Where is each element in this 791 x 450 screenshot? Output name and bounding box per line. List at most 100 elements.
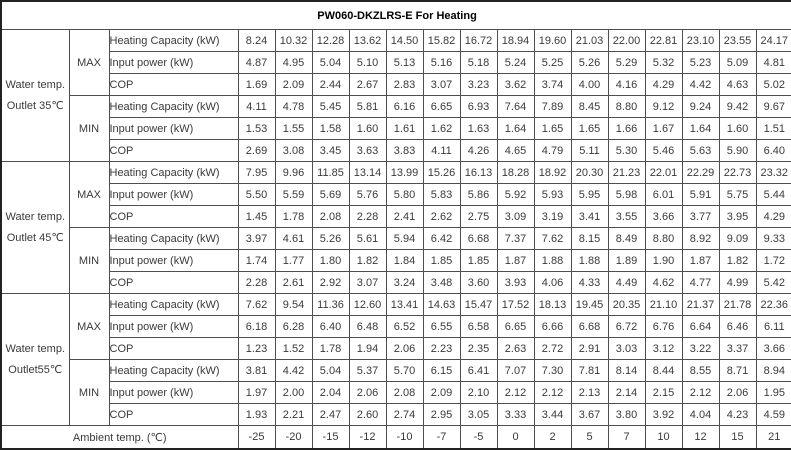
row-label-heating-capacity: Heating Capacity (kW) [108, 29, 239, 53]
value-cell: 8.80 [644, 227, 683, 251]
value-cell: 5.02 [755, 73, 791, 97]
value-cell: 5.24 [496, 51, 535, 75]
value-cell: 4.29 [644, 73, 683, 97]
value-cell: 5.59 [274, 183, 313, 207]
value-cell: 2 [533, 425, 572, 450]
value-cell: 5.26 [311, 227, 350, 251]
value-cell: 4.23 [718, 403, 757, 427]
value-cell: 5.10 [348, 51, 387, 75]
value-cell: 3.55 [607, 205, 646, 229]
value-cell: 2.83 [385, 73, 424, 97]
row-label-cop: COP [108, 337, 239, 361]
value-cell: 4.29 [755, 205, 791, 229]
value-cell: 3.45 [311, 139, 350, 163]
ambient-temp-label: Ambient temp. (℃) [0, 425, 239, 450]
value-cell: 8.71 [718, 359, 757, 383]
value-cell: 2.75 [459, 205, 498, 229]
value-cell: 4.16 [607, 73, 646, 97]
value-cell: 1.82 [348, 249, 387, 273]
value-cell: 7.07 [496, 359, 535, 383]
value-cell: 4.99 [718, 271, 757, 295]
value-cell: 2.62 [422, 205, 461, 229]
table-row: Input power (kW) 1.74 1.77 1.80 1.82 1.84 1.8… [1, 249, 791, 273]
water-temp-group-label: Water temp. Outlet 45℃ [0, 161, 70, 295]
value-cell: 22.36 [755, 293, 791, 317]
max-section-label: MAX [68, 161, 110, 229]
value-cell: 1.85 [422, 249, 461, 273]
value-cell: 7.62 [533, 227, 572, 251]
value-cell: 5.16 [422, 51, 461, 75]
value-cell: 6.40 [311, 315, 350, 339]
value-cell: 5.50 [237, 183, 276, 207]
value-cell: 1.58 [311, 117, 350, 141]
row-label-input-power: Input power (kW) [108, 51, 239, 75]
value-cell: 6.42 [422, 227, 461, 251]
value-cell: 5.18 [459, 51, 498, 75]
row-label-heating-capacity: Heating Capacity (kW) [108, 95, 239, 119]
value-cell: 6.15 [422, 359, 461, 383]
value-cell: 3.67 [570, 403, 609, 427]
value-cell: 22.01 [644, 161, 683, 185]
row-label-input-power: Input power (kW) [108, 183, 239, 207]
value-cell: 6.65 [496, 315, 535, 339]
value-cell: 2.06 [718, 381, 757, 405]
value-cell: 17.52 [496, 293, 535, 317]
outlet-temp-label: Outlet55℃ [8, 364, 63, 377]
value-cell: 3.60 [459, 271, 498, 295]
value-cell: 1.90 [644, 249, 683, 273]
water-temp-label-line1: Water temp. [5, 343, 66, 356]
row-label-input-power: Input power (kW) [108, 315, 239, 339]
value-cell: 3.03 [607, 337, 646, 361]
value-cell: 3.05 [459, 403, 498, 427]
title-row: PW060-DKZLRS-E For Heating [0, 0, 791, 31]
value-cell: 7.37 [496, 227, 535, 251]
value-cell: 3.09 [496, 205, 535, 229]
value-cell: 1.69 [237, 73, 276, 97]
row-label-input-power: Input power (kW) [108, 117, 239, 141]
value-cell: 5.46 [644, 139, 683, 163]
table-row: MIN Heating Capacity (kW) 4.11 4.78 5.45 5.… [1, 95, 791, 163]
value-cell: 10.32 [274, 29, 313, 53]
value-cell: 2.12 [533, 381, 572, 405]
value-cell: 13.99 [385, 161, 424, 185]
value-cell: 3.66 [755, 337, 791, 361]
value-cell: 8.45 [570, 95, 609, 119]
value-cell: 2.09 [422, 381, 461, 405]
value-cell: -15 [311, 425, 350, 450]
value-cell: 19.45 [570, 293, 609, 317]
max-section-label: MAX [68, 29, 110, 97]
water-temp-label-line1: Water temp. [5, 79, 66, 92]
table-row: Input power (kW) 5.50 5.59 5.69 5.76 5.80 5.8… [1, 183, 791, 207]
value-cell: 6.58 [459, 315, 498, 339]
value-cell: 15.47 [459, 293, 498, 317]
value-cell: 3.41 [570, 205, 609, 229]
value-cell: 4.00 [570, 73, 609, 97]
value-cell: 16.72 [459, 29, 498, 53]
value-cell: 5.61 [348, 227, 387, 251]
value-cell: 1.72 [755, 249, 791, 273]
value-cell: 7.30 [533, 359, 572, 383]
value-cell: 6.65 [422, 95, 461, 119]
value-cell: 1.66 [607, 117, 646, 141]
water-temp-group-label: Water temp. Outlet55℃ [0, 293, 70, 427]
value-cell: 6.28 [274, 315, 313, 339]
table-row: COP 1.93 2.21 2.47 2.60 2.74 2.95 3.05 3.33 3.44… [1, 403, 791, 427]
value-cell: 1.85 [459, 249, 498, 273]
value-cell: 5.63 [681, 139, 720, 163]
value-cell: -5 [459, 425, 498, 450]
value-cell: 1.64 [681, 117, 720, 141]
value-cell: 5.81 [348, 95, 387, 119]
value-cell: 6.46 [718, 315, 757, 339]
value-cell: 6.40 [755, 139, 791, 163]
table-row: COP 1.23 1.52 1.78 1.94 2.06 2.23 2.35 2.63 2.72… [1, 337, 791, 361]
value-cell: 1.60 [348, 117, 387, 141]
value-cell: 1.65 [570, 117, 609, 141]
value-cell: 9.67 [755, 95, 791, 119]
table-row: Water temp. Outlet 35℃ MAX Heating Capac… [0, 29, 791, 163]
value-cell: 6.93 [459, 95, 498, 119]
value-cell: 20.30 [570, 161, 609, 185]
value-cell: 2.91 [570, 337, 609, 361]
value-cell: 5.94 [385, 227, 424, 251]
value-cell: 9.42 [718, 95, 757, 119]
value-cell: 9.54 [274, 293, 313, 317]
